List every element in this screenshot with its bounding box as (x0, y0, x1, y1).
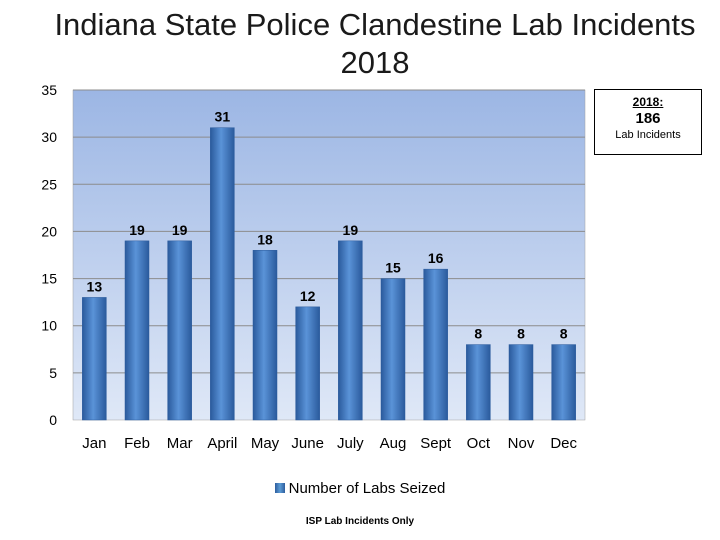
legend: Number of Labs Seized (0, 480, 720, 498)
bar-sept (423, 268, 448, 421)
x-tick-label-nov: Nov (508, 435, 535, 452)
y-tick-label: 5 (49, 365, 57, 381)
data-label-feb: 19 (129, 222, 145, 238)
x-axis-labels: Jan Feb Mar April May June July Aug Sept Oct Nov De… (82, 435, 577, 452)
chart-title-line2: 2018 (340, 45, 410, 80)
y-tick-label: 25 (41, 176, 57, 192)
data-labels: 13 19 19 31 18 12 19 15 16 8 8 8 (87, 109, 568, 342)
data-label-aug: 15 (385, 260, 401, 276)
x-tick-label-july: July (337, 435, 364, 452)
bar-aug (380, 278, 406, 421)
data-label-oct: 8 (474, 326, 482, 342)
total-label: 2018: (632, 95, 664, 109)
y-tick-label: 30 (41, 129, 57, 145)
data-label-april: 31 (215, 109, 231, 125)
data-label-july: 19 (343, 222, 359, 238)
bar-april (210, 127, 235, 421)
chart-title: Indiana State Police Clandestine Lab Inc… (30, 6, 720, 82)
total-value: 186 (635, 110, 661, 127)
x-tick-label-dec: Dec (550, 435, 577, 452)
bar-nov (508, 344, 534, 421)
x-tick-label-april: April (207, 435, 237, 452)
bar-oct (466, 344, 491, 421)
x-tick-label-mar: Mar (167, 435, 193, 452)
data-label-june: 12 (300, 288, 316, 304)
bar-jan (82, 297, 107, 421)
x-tick-label-aug: Aug (380, 435, 407, 452)
bar-feb (124, 240, 150, 421)
y-tick-label: 20 (41, 223, 57, 239)
legend-label: Number of Labs Seized (288, 480, 446, 497)
x-tick-label-sept: Sept (420, 435, 452, 452)
y-tick-label: 10 (41, 318, 57, 334)
bar-july (338, 240, 363, 421)
y-axis-labels: 0 5 10 15 20 25 30 35 (41, 82, 57, 428)
data-label-mar: 19 (172, 222, 188, 238)
data-label-sept: 16 (428, 250, 444, 266)
x-tick-label-june: June (291, 435, 324, 452)
plot-area (72, 89, 586, 421)
footnote: ISP Lab Incidents Only (305, 516, 415, 527)
bars (82, 127, 576, 421)
gridlines (73, 89, 585, 374)
total-sub: Lab Incidents (615, 129, 681, 141)
x-tick-label-feb: Feb (124, 435, 150, 452)
legend-swatch (274, 483, 285, 494)
data-label-may: 18 (257, 231, 273, 247)
bar-may (252, 250, 278, 421)
data-label-dec: 8 (560, 326, 568, 342)
bar-june (295, 306, 320, 421)
x-tick-label-oct: Oct (467, 435, 491, 452)
y-tick-label: 0 (49, 412, 57, 428)
chart-title-line1: Indiana State Police Clandestine Lab Inc… (54, 7, 696, 42)
y-tick-label: 35 (41, 82, 57, 98)
total-callout: 2018: 186 Lab Incidents (594, 89, 702, 155)
data-label-nov: 8 (517, 326, 525, 342)
x-tick-label-may: May (251, 435, 280, 452)
bar-mar (167, 240, 192, 421)
y-tick-label: 15 (41, 271, 57, 287)
bar-dec (551, 344, 576, 421)
x-tick-label-jan: Jan (82, 435, 106, 452)
data-label-jan: 13 (87, 278, 103, 294)
